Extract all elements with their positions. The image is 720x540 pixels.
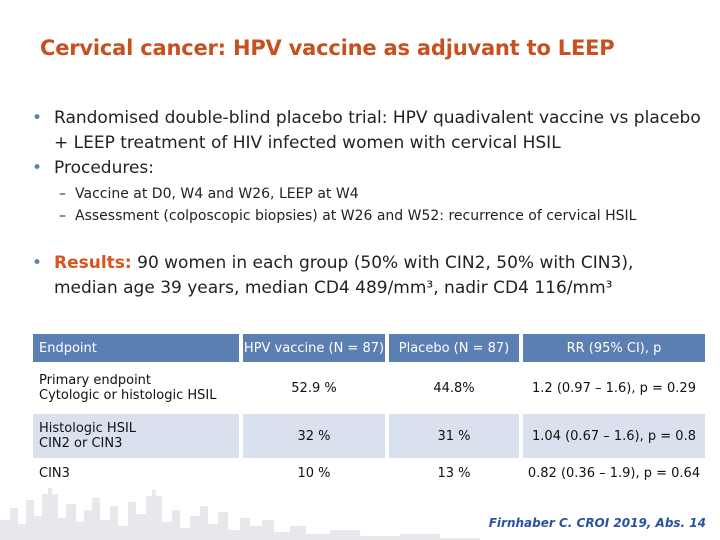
sub-bullet-text: Vaccine at D0, W4 and W26, LEEP at W4 — [75, 186, 359, 202]
citation: Firnhaber C. CROI 2019, Abs. 14 — [488, 516, 706, 530]
placebo-cell: 31 % — [389, 414, 519, 458]
header-endpoint: Endpoint — [33, 334, 239, 362]
endpoint-line2: CIN2 or CIN3 — [39, 436, 123, 451]
endpoint-cell: Histologic HSIL CIN2 or CIN3 — [33, 414, 239, 458]
bullet-dot-icon: • — [32, 253, 43, 273]
endpoint-line1: Histologic HSIL — [39, 421, 137, 436]
header-vaccine: HPV vaccine (N = 87) — [243, 334, 385, 362]
table-row: Histologic HSIL CIN2 or CIN3 32 % 31 % 1… — [33, 414, 705, 458]
placebo-cell: 13 % — [437, 465, 471, 481]
vaccine-cell: 52.9 % — [291, 380, 337, 396]
endpoint-cell: Primary endpoint Cytologic or histologic… — [33, 362, 239, 414]
bullet-text: Randomised double-blind placebo trial: H… — [54, 108, 701, 153]
sub-bullet-text: Assessment (colposcopic biopsies) at W26… — [75, 208, 637, 224]
bullet-item: • Procedures: — [32, 156, 702, 181]
dash-icon: – — [59, 208, 66, 224]
dash-icon: – — [59, 186, 66, 202]
placebo-cell: 44.8% — [433, 380, 475, 396]
rr-cell: 0.82 (0.36 – 1.9), p = 0.64 — [527, 465, 701, 481]
table-row: CIN3 10 % 13 % 0.82 (0.36 – 1.9), p = 0.… — [33, 458, 705, 488]
endpoint-line1: Primary endpoint — [39, 373, 152, 388]
results-label: Results: — [54, 253, 132, 273]
sub-bullet-item: – Vaccine at D0, W4 and W26, LEEP at W4 — [32, 183, 702, 205]
rr-cell: 1.04 (0.67 – 1.6), p = 0.8 — [523, 414, 705, 458]
bullet-text: Procedures: — [54, 158, 154, 178]
endpoint-line2: Cytologic or histologic HSIL — [39, 388, 217, 403]
bullet-item: • Randomised double-blind placebo trial:… — [32, 106, 702, 156]
bullet-list: • Randomised double-blind placebo trial:… — [32, 106, 702, 301]
slide-title: Cervical cancer: HPV vaccine as adjuvant… — [40, 36, 615, 60]
rr-cell: 1.2 (0.97 – 1.6), p = 0.29 — [532, 380, 696, 396]
vaccine-cell: 32 % — [243, 414, 385, 458]
header-placebo: Placebo (N = 87) — [389, 334, 519, 362]
results-table: Endpoint HPV vaccine (N = 87) Placebo (N… — [33, 334, 705, 488]
sub-bullet-item: – Assessment (colposcopic biopsies) at W… — [32, 205, 702, 227]
table-row: Primary endpoint Cytologic or histologic… — [33, 362, 705, 414]
results-bullet: • Results: 90 women in each group (50% w… — [32, 251, 702, 301]
city-skyline-icon — [0, 488, 480, 540]
endpoint-cell: CIN3 — [39, 465, 70, 481]
vaccine-cell: 10 % — [297, 465, 331, 481]
results-text: 90 women in each group (50% with CIN2, 5… — [54, 253, 634, 298]
header-rr: RR (95% CI), p — [523, 334, 705, 362]
table-header-row: Endpoint HPV vaccine (N = 87) Placebo (N… — [33, 334, 705, 362]
bullet-dot-icon: • — [32, 158, 43, 178]
bullet-dot-icon: • — [32, 108, 43, 128]
